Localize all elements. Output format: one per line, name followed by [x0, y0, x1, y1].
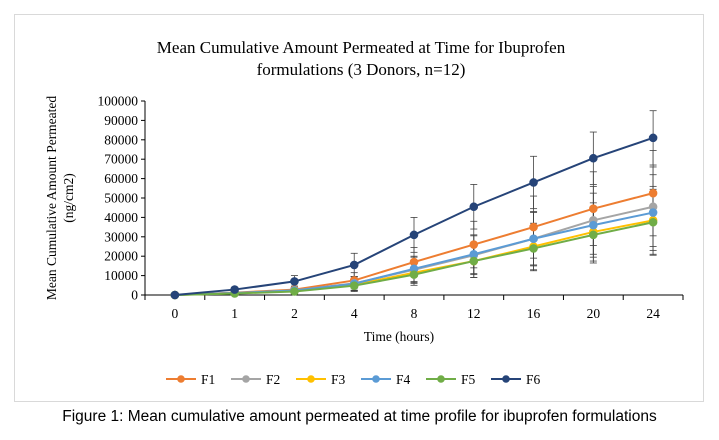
legend-item-f2: F2	[231, 372, 280, 387]
axes: 0 10000 20000 30000 40000 50000 60000 70000 8000…	[98, 94, 684, 321]
y-tick-label: 100000	[98, 94, 139, 109]
legend-marker	[437, 375, 445, 383]
x-tick-label: 8	[411, 306, 418, 321]
legend-marker	[177, 375, 185, 383]
data-point	[589, 204, 598, 213]
chart-title-line-2: formulations (3 Donors, n=12)	[257, 60, 466, 79]
x-tick-label: 0	[172, 306, 179, 321]
y-tick-label: 20000	[104, 249, 138, 264]
series-f5	[170, 217, 658, 300]
data-point	[349, 281, 359, 290]
x-tick-label: 2	[291, 306, 298, 321]
data-point	[290, 277, 299, 286]
data-point	[230, 285, 239, 294]
y-axis-title-line-2: (ng/cm2)	[61, 173, 76, 223]
legend-item-f3: F3	[296, 372, 346, 387]
data-point	[349, 260, 359, 270]
legend-label: F2	[266, 372, 280, 387]
data-point	[170, 290, 180, 300]
legend-item-f6: F6	[491, 372, 541, 387]
legend-marker	[242, 375, 250, 383]
y-tick-label: 70000	[104, 152, 138, 167]
legend: F1 F2 F3 F4 F5 F6	[166, 372, 541, 387]
x-tick-label: 4	[351, 306, 358, 321]
legend-label: F6	[526, 372, 541, 387]
data-point	[648, 208, 658, 217]
y-tick-label: 10000	[104, 268, 138, 283]
data-point	[589, 230, 598, 240]
data-point	[648, 188, 658, 198]
y-tick-label: 0	[131, 288, 138, 303]
data-point	[290, 287, 299, 296]
chart-frame: Mean Cumulative Amount Permeated at Time…	[14, 14, 704, 402]
y-tick-label: 30000	[104, 229, 138, 244]
data-point	[529, 244, 538, 253]
legend-marker	[502, 375, 510, 383]
y-axis-title-line-1: Mean Cumulative Amount Permeated	[44, 96, 59, 301]
series-f6	[170, 133, 658, 300]
x-tick-label: 1	[231, 306, 238, 321]
data-point	[648, 217, 658, 227]
y-tick-label: 40000	[104, 210, 138, 225]
y-tick-label: 50000	[104, 191, 138, 206]
data-point	[648, 133, 658, 143]
data-point	[529, 222, 538, 232]
legend-marker	[372, 375, 380, 383]
data-point	[469, 240, 479, 249]
legend-marker	[307, 375, 315, 383]
data-point	[409, 270, 419, 279]
legend-label: F5	[461, 372, 476, 387]
data-point	[469, 202, 479, 212]
data-point	[529, 178, 538, 187]
chart-title-line-1: Mean Cumulative Amount Permeated at Time…	[157, 38, 566, 57]
legend-label: F1	[201, 372, 215, 387]
x-tick-label: 12	[467, 306, 481, 321]
legend-label: F4	[396, 372, 411, 387]
x-axis-title: Time (hours)	[364, 329, 434, 344]
data-point	[529, 234, 538, 244]
line-chart: Mean Cumulative Amount Permeated at Time…	[44, 38, 684, 387]
y-tick-label: 60000	[104, 171, 138, 186]
x-tick-label: 24	[646, 306, 660, 321]
x-tick-label: 16	[527, 306, 541, 321]
data-point	[409, 230, 419, 240]
x-tick-label: 20	[587, 306, 601, 321]
data-point	[469, 256, 479, 266]
y-tick-label: 90000	[104, 113, 138, 128]
data-point	[589, 153, 598, 163]
legend-item-f5: F5	[426, 372, 476, 387]
legend-label: F3	[331, 372, 346, 387]
data-point	[589, 220, 598, 230]
y-tick-label: 80000	[104, 132, 138, 147]
figure-caption: Figure 1: Mean cumulative amount permeat…	[62, 408, 657, 425]
legend-item-f4: F4	[361, 372, 411, 387]
series-lines	[170, 133, 658, 300]
y-axis-title: Mean Cumulative Amount Permeated (ng/cm2…	[44, 96, 76, 301]
legend-item-f1: F1	[166, 372, 215, 387]
